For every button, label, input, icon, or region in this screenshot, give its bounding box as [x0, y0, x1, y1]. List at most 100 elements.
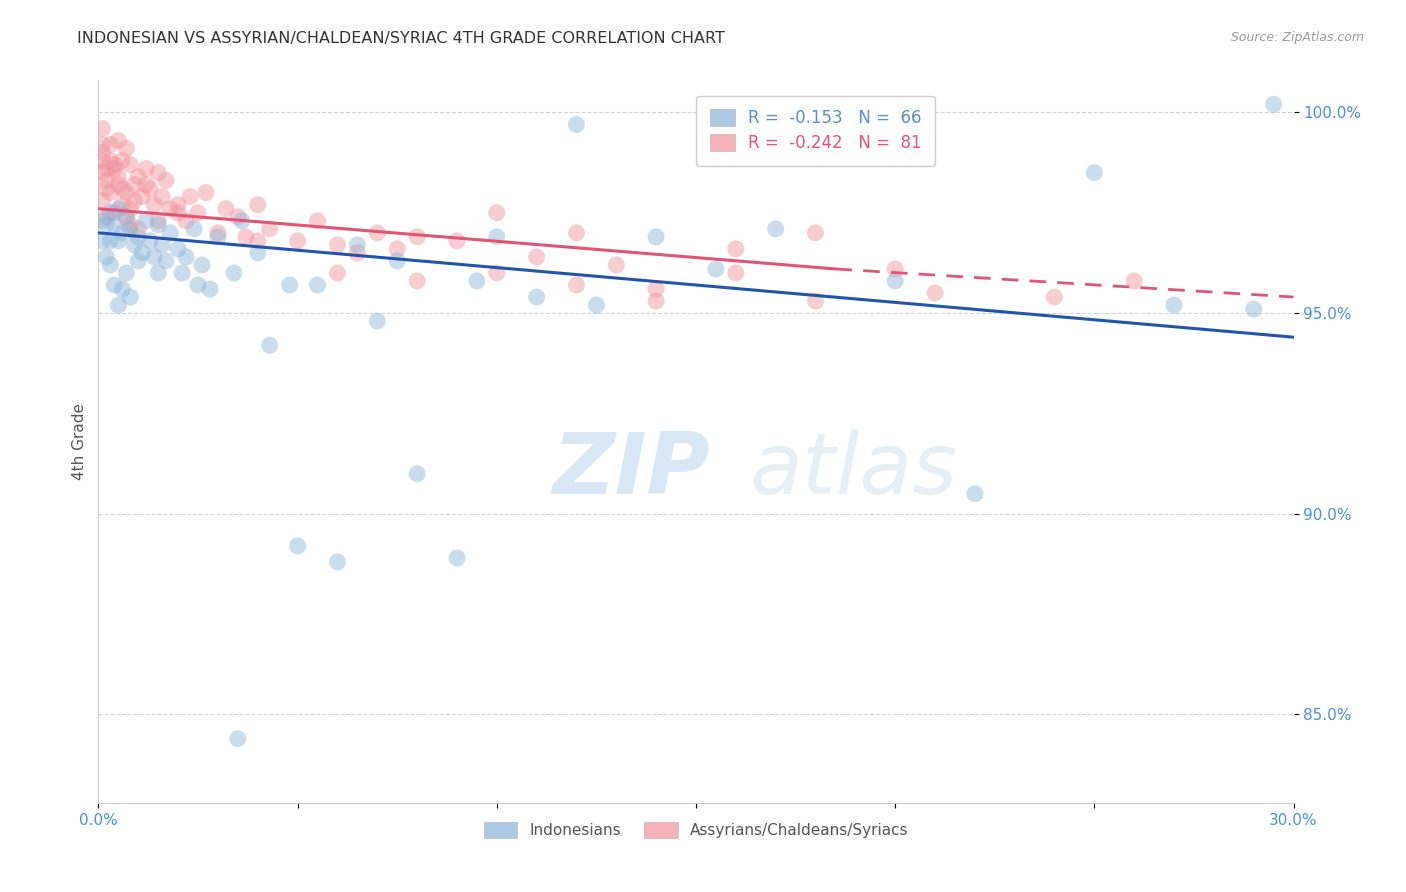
Point: [287, 234, 309, 248]
Point: [326, 238, 349, 252]
Point: [605, 258, 627, 272]
Point: [172, 266, 194, 280]
Point: [120, 222, 142, 236]
Point: [135, 178, 157, 192]
Text: Source: ZipAtlas.com: Source: ZipAtlas.com: [1230, 31, 1364, 45]
Point: [207, 226, 229, 240]
Point: [91, 137, 114, 152]
Point: [1123, 274, 1146, 288]
Point: [366, 314, 388, 328]
Legend: Indonesians, Assyrians/Chaldeans/Syriacs: Indonesians, Assyrians/Chaldeans/Syriacs: [475, 814, 917, 846]
Point: [804, 226, 827, 240]
Text: atlas: atlas: [749, 429, 957, 512]
Point: [91, 145, 114, 160]
Point: [159, 226, 181, 240]
Point: [107, 202, 129, 216]
Text: INDONESIAN VS ASSYRIAN/CHALDEAN/SYRIAC 4TH GRADE CORRELATION CHART: INDONESIAN VS ASSYRIAN/CHALDEAN/SYRIAC 4…: [77, 31, 725, 46]
Point: [485, 206, 508, 220]
Point: [150, 190, 173, 204]
Point: [246, 198, 269, 212]
Point: [103, 158, 125, 172]
Point: [198, 282, 221, 296]
Point: [143, 198, 166, 212]
Point: [287, 539, 309, 553]
Point: [91, 153, 114, 168]
Point: [115, 266, 138, 280]
Point: [91, 214, 114, 228]
Point: [226, 210, 249, 224]
Point: [565, 278, 588, 293]
Point: [91, 234, 114, 248]
Point: [191, 258, 214, 272]
Point: [485, 266, 508, 280]
Point: [115, 186, 138, 200]
Point: [107, 298, 129, 312]
Point: [96, 161, 118, 176]
Point: [139, 182, 162, 196]
Point: [565, 226, 588, 240]
Point: [195, 186, 218, 200]
Point: [326, 266, 349, 280]
Point: [143, 250, 166, 264]
Point: [120, 218, 142, 232]
Point: [111, 153, 134, 168]
Point: [103, 206, 125, 220]
Point: [231, 214, 253, 228]
Point: [124, 238, 146, 252]
Point: [963, 487, 986, 501]
Point: [96, 218, 118, 232]
Point: [406, 274, 429, 288]
Point: [346, 246, 368, 260]
Point: [127, 230, 149, 244]
Point: [446, 234, 468, 248]
Point: [465, 274, 488, 288]
Point: [96, 182, 118, 196]
Point: [148, 218, 170, 232]
Point: [120, 158, 142, 172]
Point: [307, 278, 329, 293]
Point: [98, 258, 122, 272]
Point: [107, 234, 129, 248]
Point: [103, 161, 125, 176]
Point: [645, 294, 668, 309]
Point: [96, 174, 118, 188]
Point: [278, 278, 301, 293]
Point: [385, 254, 409, 268]
Point: [98, 153, 122, 168]
Point: [187, 278, 209, 293]
Point: [135, 161, 157, 176]
Point: [765, 222, 787, 236]
Point: [406, 230, 429, 244]
Point: [346, 238, 368, 252]
Point: [924, 286, 946, 301]
Point: [91, 121, 114, 136]
Point: [115, 142, 138, 156]
Point: [91, 166, 114, 180]
Point: [246, 234, 269, 248]
Point: [167, 242, 190, 256]
Point: [179, 190, 201, 204]
Point: [111, 198, 134, 212]
Point: [259, 222, 281, 236]
Point: [107, 178, 129, 192]
Point: [120, 202, 142, 216]
Point: [96, 210, 118, 224]
Point: [124, 178, 146, 192]
Point: [526, 250, 548, 264]
Point: [98, 137, 122, 152]
Point: [148, 214, 170, 228]
Point: [183, 222, 205, 236]
Point: [307, 214, 329, 228]
Point: [406, 467, 429, 481]
Point: [222, 266, 245, 280]
Point: [526, 290, 548, 304]
Point: [127, 254, 149, 268]
Point: [167, 198, 190, 212]
Point: [585, 298, 607, 312]
Point: [127, 169, 149, 184]
Point: [385, 242, 409, 256]
Point: [111, 226, 134, 240]
Point: [111, 182, 134, 196]
Point: [131, 190, 153, 204]
Point: [135, 214, 157, 228]
